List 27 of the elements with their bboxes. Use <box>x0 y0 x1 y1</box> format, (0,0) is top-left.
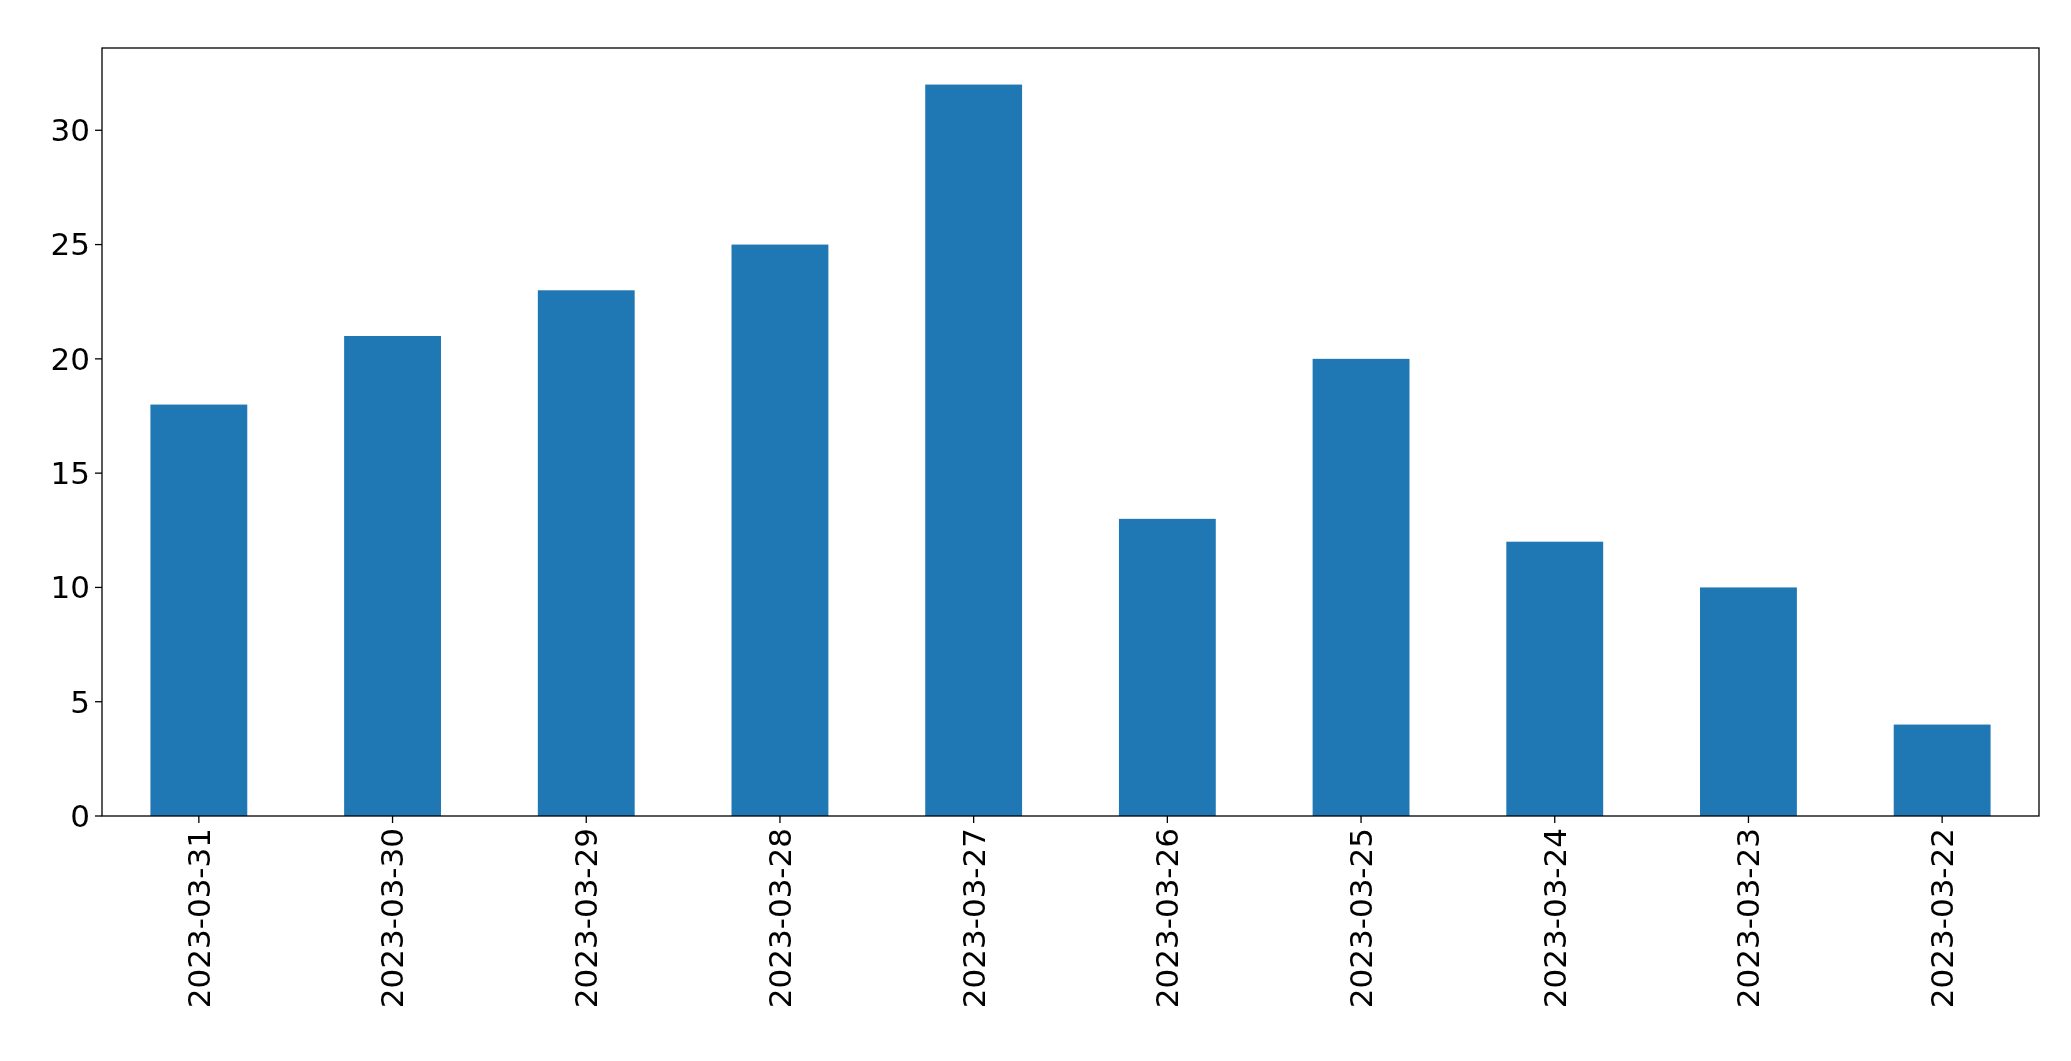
x-tick-label: 2023-03-28 <box>761 828 798 1009</box>
bar <box>537 290 635 816</box>
x-tick-label: 2023-03-25 <box>1342 828 1379 1009</box>
x-tick-label: 2023-03-24 <box>1536 828 1573 1009</box>
y-tick-label: 0 <box>70 797 90 834</box>
y-tick-label: 20 <box>50 340 90 377</box>
y-tick-label: 30 <box>50 112 90 149</box>
y-tick-label: 5 <box>70 683 90 720</box>
x-tick-label: 2023-03-22 <box>1924 828 1960 1009</box>
bar <box>925 84 1023 816</box>
bar <box>1506 541 1604 816</box>
bar <box>1700 587 1797 816</box>
y-tick-label: 10 <box>50 569 90 606</box>
bar <box>1893 724 1991 816</box>
bar <box>150 404 248 816</box>
x-tick-label: 2023-03-27 <box>955 828 992 1009</box>
x-tick-label: 2023-03-31 <box>180 828 217 1009</box>
x-tick-label: 2023-03-26 <box>1149 828 1186 1009</box>
bar <box>1118 518 1216 816</box>
x-tick-label: 2023-03-29 <box>568 828 605 1009</box>
x-tick-label: 2023-03-23 <box>1730 828 1767 1009</box>
x-tick-label: 2023-03-30 <box>374 828 411 1009</box>
y-tick-label: 25 <box>50 226 90 263</box>
bar <box>344 336 441 816</box>
y-tick-label: 15 <box>50 454 90 491</box>
bar <box>1312 358 1410 816</box>
bar <box>731 244 829 816</box>
